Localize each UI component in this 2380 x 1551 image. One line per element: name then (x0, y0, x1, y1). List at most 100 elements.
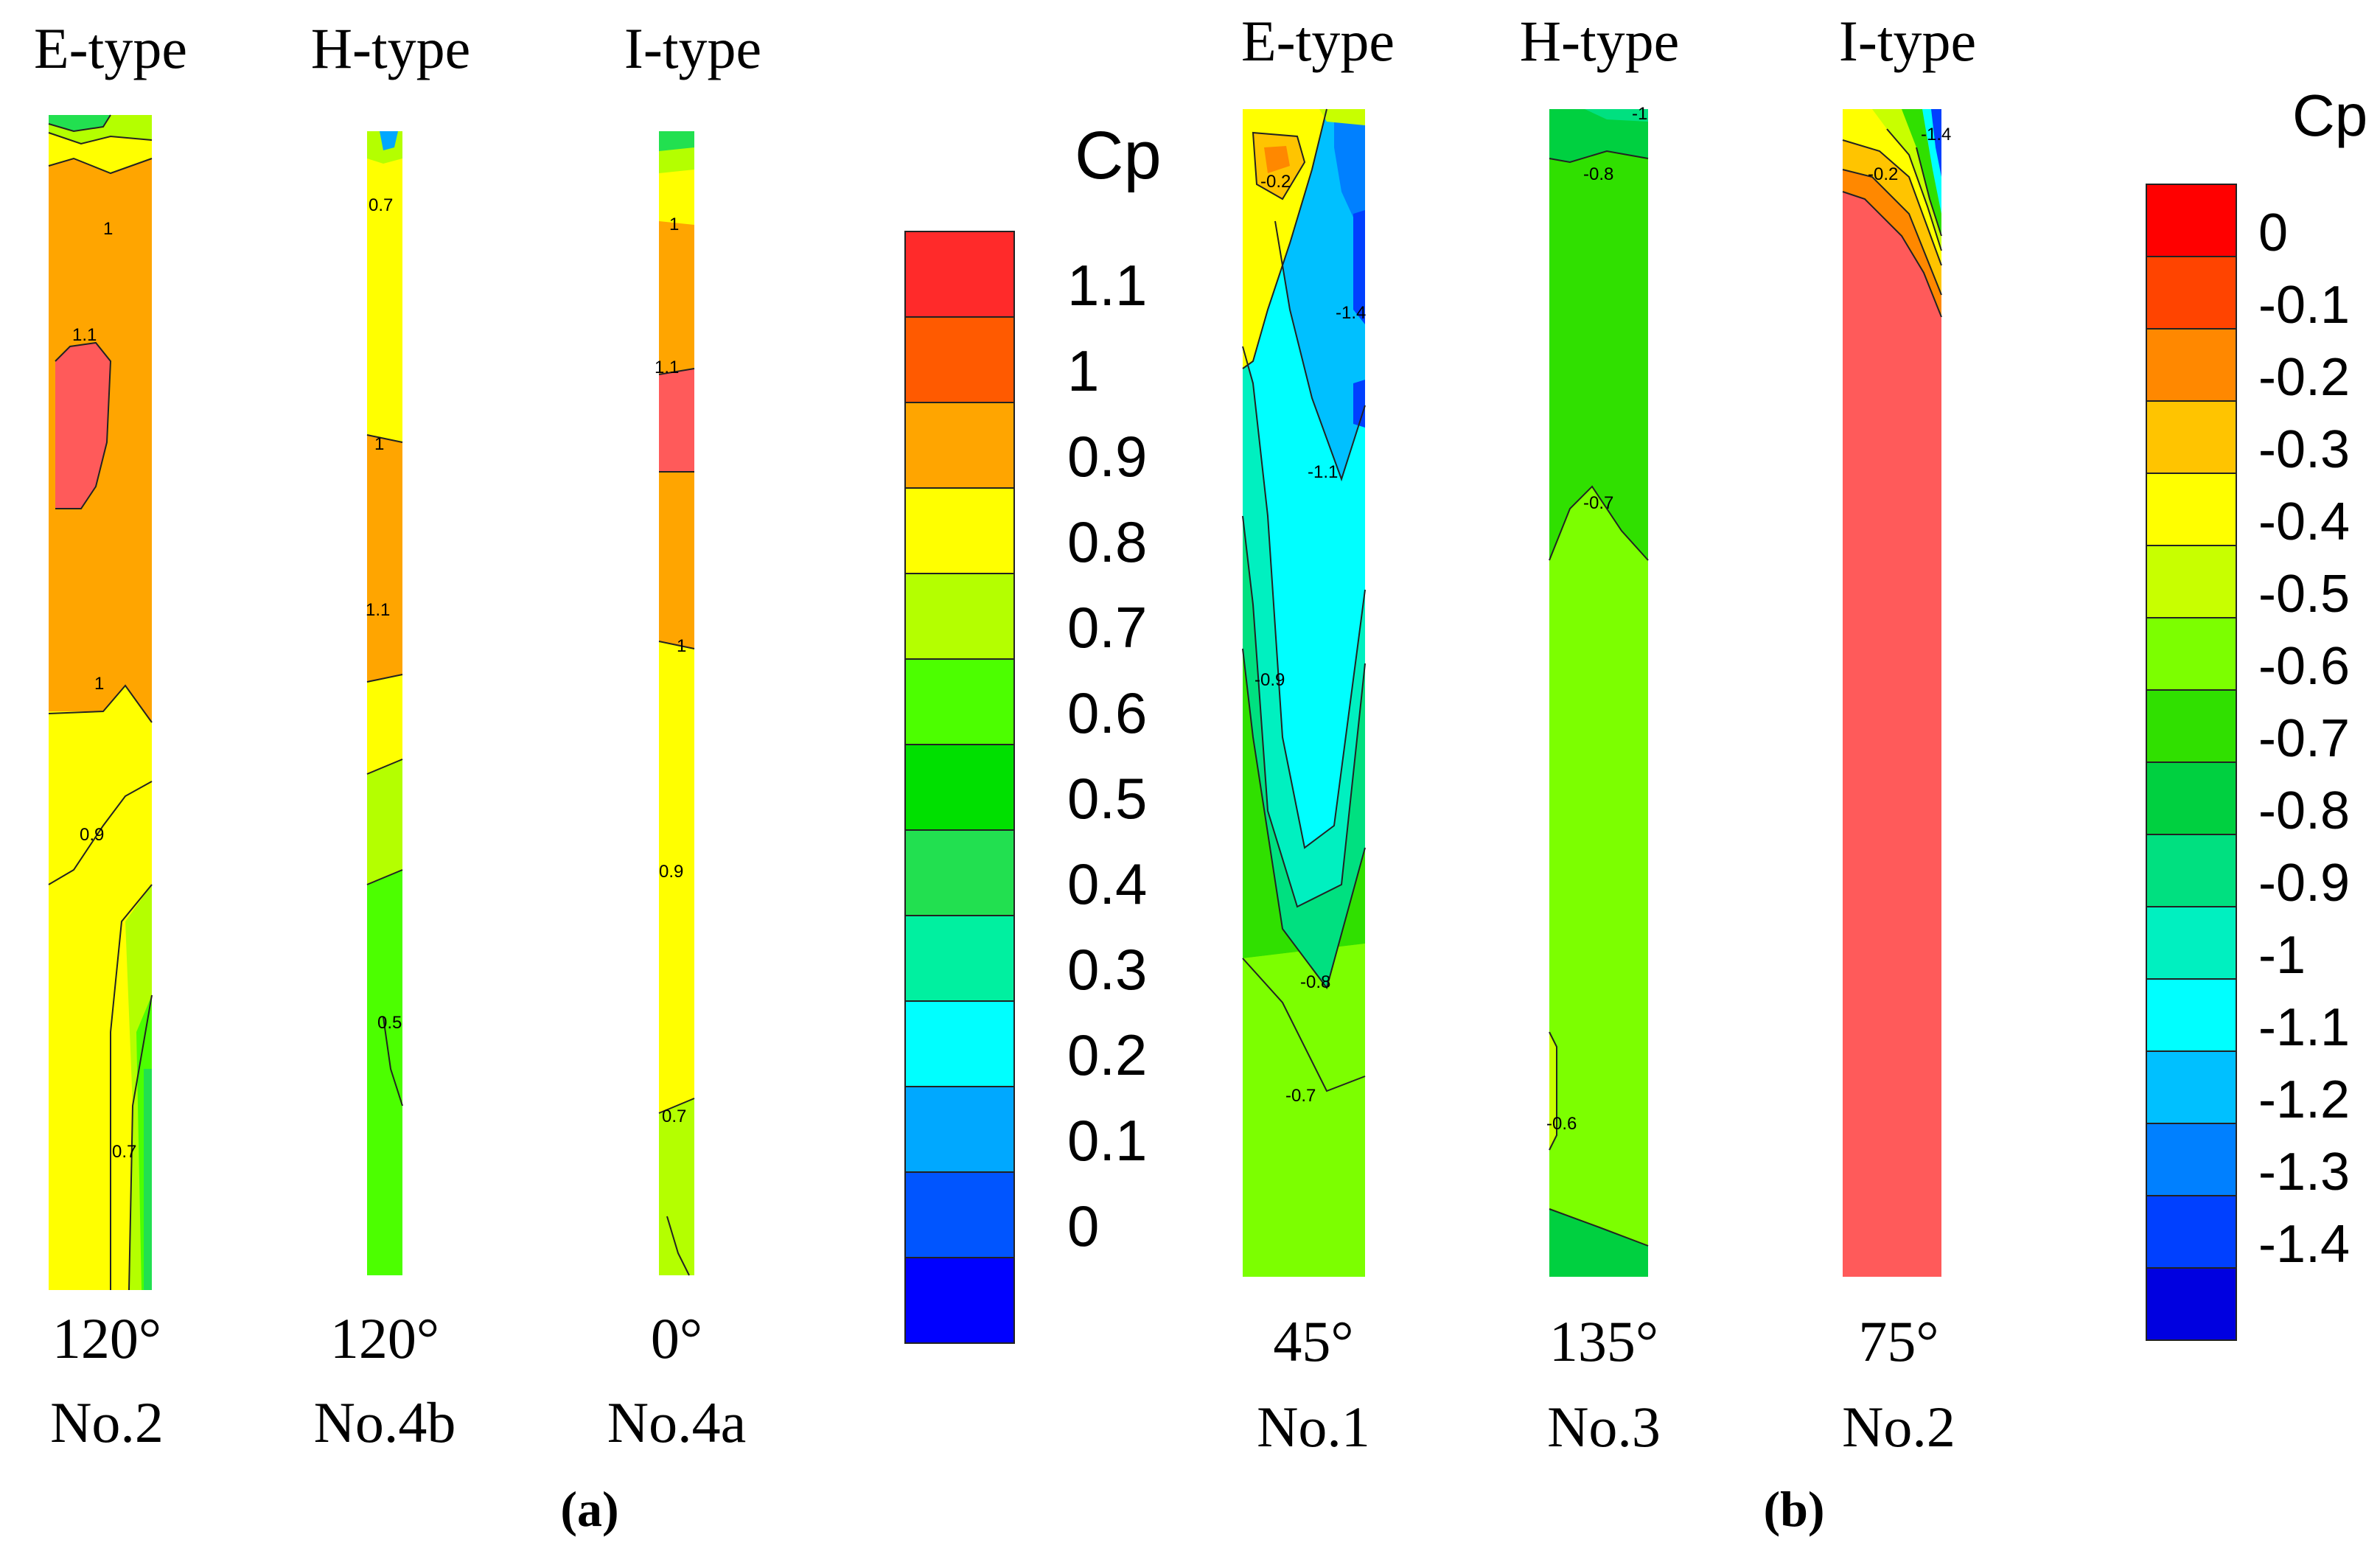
a-legend-swatch (904, 1171, 1015, 1258)
b-legend-swatch (2146, 328, 2237, 402)
a-number-i: No.4a (607, 1390, 746, 1454)
a-i-contour-label: 1 (677, 636, 686, 656)
a-strip-h-type: 0.7 1 1.1 0.5 (366, 131, 403, 1275)
b-legend-swatch (2146, 400, 2237, 474)
a-e-contour-label: 0.9 (80, 825, 104, 845)
a-h-contour-label: 1 (374, 434, 384, 454)
b-legend-tick: -1 (2258, 926, 2306, 985)
a-legend-tick: 0.5 (1067, 766, 1147, 831)
a-legend-tick: 0.4 (1067, 851, 1147, 916)
b-e-contour-label: -0.8 (1300, 972, 1330, 992)
a-i-contour-label: 1.1 (655, 358, 679, 377)
a-legend-colorbar (904, 231, 1015, 1344)
a-legend-swatch (904, 744, 1015, 831)
a-legend-tick: 1 (1067, 338, 1099, 403)
a-h-contour-label: 1.1 (366, 600, 390, 620)
a-e-contour-label: 1 (103, 219, 113, 239)
b-h-contour-label: -1 (1632, 104, 1647, 124)
b-h-contour-label: -0.8 (1583, 164, 1613, 184)
b-legend-swatch (2146, 906, 2237, 980)
a-legend-swatch (904, 316, 1015, 403)
panel-a: E-type H-type I-type 1 1.1 1 0.9 (34, 16, 1162, 1537)
b-i-contour-label: -1.4 (1921, 125, 1951, 144)
b-e-contour-label: -0.9 (1254, 670, 1285, 690)
b-h-contour-label: -0.6 (1546, 1114, 1577, 1134)
a-number-h: No.4b (314, 1390, 456, 1454)
b-number-e: No.1 (1257, 1395, 1370, 1459)
b-legend-ticks: 0 -0.1 -0.2 -0.3 -0.4 -0.5 -0.6 -0.7 -0.… (2258, 203, 2350, 1274)
a-legend-swatch (904, 402, 1015, 489)
a-legend-tick: 1.1 (1067, 253, 1147, 318)
a-legend-swatch (904, 573, 1015, 660)
a-strip-i-type: 1 1.1 1 0.9 0.7 (655, 131, 695, 1276)
a-angle-h: 120° (330, 1306, 439, 1370)
b-legend-swatch (2146, 1123, 2237, 1196)
panel-b: E-type H-type I-type -0.2 (1241, 9, 2367, 1537)
a-i-contour-label: 1 (669, 215, 679, 234)
a-legend-tick: 0.1 (1067, 1108, 1147, 1173)
b-number-i: No.2 (1842, 1395, 1955, 1459)
a-legend-tick: 0.2 (1067, 1022, 1147, 1087)
b-angle-i: 75° (1858, 1309, 1938, 1373)
b-angle-e: 45° (1273, 1309, 1353, 1373)
panel-b-label: (b) (1763, 1481, 1824, 1537)
b-legend-tick: -0.6 (2258, 637, 2350, 696)
b-e-contour-label: -0.7 (1285, 1086, 1316, 1106)
b-legend-tick: -0.4 (2258, 492, 2350, 551)
b-legend-tick: 0 (2258, 203, 2288, 262)
b-legend-swatch (2146, 1267, 2237, 1341)
a-legend-swatch (904, 915, 1015, 1002)
b-h-contour-label: -0.7 (1583, 493, 1613, 513)
b-legend-tick: -0.9 (2258, 854, 2350, 913)
b-legend-tick: -0.1 (2258, 276, 2350, 335)
b-header-h: H-type (1520, 9, 1680, 73)
a-header-e: E-type (34, 16, 187, 80)
a-header-i: I-type (624, 16, 761, 80)
a-strip-e-type: 1 1.1 1 0.9 0.7 (48, 114, 153, 1291)
b-e-contour-label: -1.4 (1336, 303, 1366, 323)
b-header-i: I-type (1839, 9, 1976, 73)
b-legend-swatch (2146, 689, 2237, 763)
b-strip-i-type: -0.2 -1.4 (1842, 109, 1951, 1277)
b-i-contour-label: -0.2 (1868, 164, 1898, 184)
b-angle-h: 135° (1549, 1309, 1658, 1373)
b-legend-swatch (2146, 545, 2237, 618)
b-legend-swatch (2146, 1050, 2237, 1124)
b-legend-colorbar (2146, 184, 2237, 1341)
b-legend-swatch (2146, 256, 2237, 330)
a-legend-tick: 0.6 (1067, 680, 1147, 745)
a-legend-tick: 0 (1067, 1193, 1099, 1258)
b-legend-swatch (2146, 834, 2237, 907)
a-legend-tick: 0.3 (1067, 937, 1147, 1002)
a-angle-e: 120° (52, 1306, 161, 1370)
b-legend-tick: -0.8 (2258, 781, 2350, 840)
b-legend-tick: -1.4 (2258, 1215, 2350, 1274)
a-header-h: H-type (311, 16, 471, 80)
b-legend-tick: -0.7 (2258, 709, 2350, 768)
a-legend-tick: 0.7 (1067, 595, 1147, 660)
a-legend-swatch (904, 1086, 1015, 1173)
a-number-e: No.2 (50, 1390, 164, 1454)
a-i-contour-label: 0.7 (662, 1106, 686, 1126)
b-header-e: E-type (1241, 9, 1395, 73)
a-e-contour-label: 0.7 (112, 1142, 136, 1162)
a-legend-tick: 0.9 (1067, 424, 1147, 489)
a-h-contour-label: 0.7 (369, 195, 393, 215)
b-legend: Cp 0 -0.1 -0.2 -0.3 -0.4 -0.5 -0.6 -0.7 … (2146, 83, 2367, 1341)
b-legend-swatch (2146, 184, 2237, 257)
b-legend-tick: -0.3 (2258, 420, 2350, 479)
a-legend-swatch (904, 1257, 1015, 1344)
a-legend-swatch (904, 658, 1015, 745)
a-legend-swatch (904, 829, 1015, 916)
a-legend-swatch (904, 1000, 1015, 1087)
b-legend-tick: -0.5 (2258, 565, 2350, 624)
a-legend-tick: 0.8 (1067, 509, 1147, 574)
a-legend-title: Cp (1075, 118, 1162, 193)
b-number-h: No.3 (1547, 1395, 1661, 1459)
b-legend-swatch (2146, 978, 2237, 1052)
a-legend-swatch (904, 487, 1015, 574)
a-legend-swatch (904, 231, 1015, 318)
b-legend-swatch (2146, 617, 2237, 691)
b-legend-tick: -1.1 (2258, 998, 2350, 1057)
